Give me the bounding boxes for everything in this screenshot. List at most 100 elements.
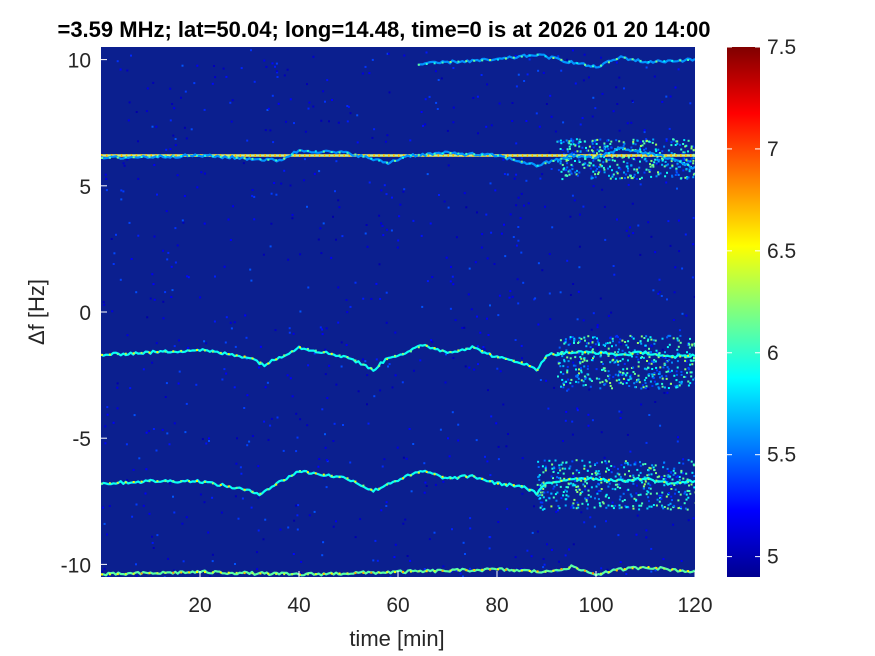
noise-dot (291, 213, 294, 216)
noise-dot (605, 342, 607, 345)
noise-dot (678, 476, 681, 478)
noise-dot (562, 382, 565, 385)
noise-dot (635, 178, 638, 180)
noise-dot (567, 158, 570, 160)
noise-dot (677, 499, 680, 502)
noise-dot (597, 489, 600, 492)
noise-dot (587, 149, 590, 152)
noise-dot (557, 472, 560, 474)
noise-dot (616, 163, 619, 166)
noise-dot (647, 496, 650, 499)
noise-dot (464, 365, 467, 368)
noise-dot (566, 150, 569, 153)
noise-dot (657, 356, 660, 359)
noise-dot (686, 351, 688, 354)
noise-dot (630, 367, 633, 369)
noise-dot (592, 96, 595, 99)
trace-dot (101, 573, 103, 576)
noise-dot (627, 340, 630, 343)
noise-dot (620, 411, 623, 414)
noise-dot (654, 158, 657, 161)
trace-dot (275, 483, 278, 486)
noise-dot (627, 234, 630, 237)
noise-dot (625, 374, 628, 377)
noise-dot (622, 368, 625, 371)
noise-dot (368, 181, 371, 184)
noise-dot (690, 483, 693, 486)
noise-dot (451, 411, 454, 414)
noise-dot (313, 172, 316, 175)
noise-dot (506, 173, 509, 176)
noise-dot (380, 189, 383, 192)
noise-dot (632, 371, 635, 373)
noise-dot (601, 164, 603, 167)
trace-dot (188, 480, 191, 483)
trace-dot (101, 157, 103, 159)
noise-dot (675, 386, 678, 389)
noise-dot (541, 465, 544, 468)
noise-dot (577, 470, 580, 472)
noise-dot (615, 170, 618, 173)
noise-dot (643, 129, 646, 132)
noise-dot (275, 70, 278, 73)
noise-dot (643, 148, 646, 151)
noise-dot (669, 334, 672, 337)
noise-dot (409, 559, 412, 562)
noise-dot (378, 263, 381, 266)
noise-dot (626, 372, 629, 375)
noise-dot (646, 339, 649, 342)
noise-dot (151, 125, 154, 128)
noise-dot (687, 380, 690, 383)
noise-dot (102, 506, 105, 509)
noise-dot (596, 340, 599, 343)
noise-dot (636, 151, 639, 154)
carrier-dot (393, 154, 395, 157)
carrier-dot (318, 154, 321, 157)
trace-dot (655, 60, 658, 63)
noise-dot (200, 171, 203, 174)
noise-dot (639, 464, 642, 467)
noise-dot (664, 175, 667, 178)
noise-dot (637, 156, 640, 159)
noise-dot (648, 362, 651, 365)
noise-dot (324, 100, 326, 103)
noise-dot (572, 506, 575, 509)
trace-dot (180, 155, 183, 157)
noise-dot (592, 357, 594, 360)
noise-dot (116, 407, 119, 410)
noise-dot (580, 371, 583, 374)
noise-dot (294, 473, 297, 476)
noise-dot (633, 349, 636, 352)
noise-dot (694, 344, 695, 347)
noise-dot (631, 157, 634, 160)
colorbar-tick-label: 6 (767, 342, 779, 365)
noise-dot (670, 152, 673, 154)
noise-dot (536, 483, 539, 486)
noise-dot (615, 139, 618, 142)
trace-dot (639, 566, 642, 569)
noise-dot (638, 508, 641, 511)
noise-dot (204, 172, 206, 175)
noise-dot (575, 380, 577, 383)
noise-dot (591, 349, 594, 352)
noise-dot (676, 386, 679, 389)
noise-dot (277, 102, 280, 105)
noise-dot (682, 458, 685, 461)
noise-dot (666, 467, 669, 470)
noise-dot (645, 368, 648, 371)
noise-dot (607, 347, 610, 350)
noise-dot (672, 139, 675, 142)
noise-dot (566, 356, 569, 359)
noise-dot (683, 492, 686, 495)
noise-dot (667, 387, 670, 389)
trace-dot (679, 59, 682, 62)
trace-dot (402, 570, 404, 573)
noise-dot (337, 286, 340, 289)
noise-dot (665, 138, 668, 141)
noise-dot (661, 348, 664, 351)
noise-dot (203, 501, 206, 504)
colorbar (727, 47, 760, 577)
noise-dot (570, 172, 573, 175)
noise-dot (345, 344, 348, 346)
